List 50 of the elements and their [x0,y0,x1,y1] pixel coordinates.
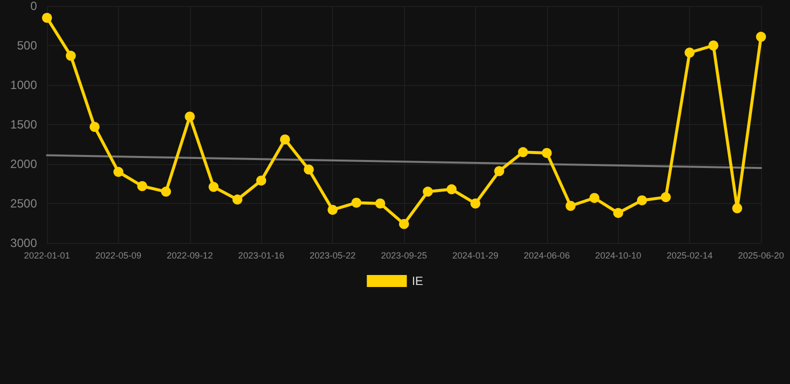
point [613,208,624,218]
point [542,148,552,158]
x-tick-label: 2024-06-06 [524,250,570,260]
x-tick-label: 2024-10-10 [595,250,642,260]
y-tick-label: 500 [16,38,38,52]
x-tick-label: 2023-09-25 [380,250,428,260]
point [732,203,742,214]
point [756,32,766,42]
point [351,198,362,208]
point [280,134,290,145]
point [566,200,576,211]
point [42,12,52,23]
x-tick-label: 2022-01-01 [24,250,70,260]
y-tick-label: 1500 [10,118,38,132]
y-tick-label: 3000 [10,236,38,250]
y-tick-label: 0 [30,0,38,13]
x-tick-label: 2022-05-09 [95,250,142,260]
point [328,204,338,215]
x-tick-label: 2024-01-29 [452,250,498,260]
x-tick-label: 2023-01-16 [238,250,284,260]
point [184,112,195,122]
point [589,192,600,203]
point [137,181,148,192]
point [208,182,219,192]
x-tick-label: 2025-02-14 [666,250,713,260]
y-tick-label: 2500 [10,196,38,210]
point [399,219,409,230]
point [113,166,124,177]
point [161,186,171,197]
x-tick-label: 2023-05-22 [310,250,356,260]
point [446,184,457,194]
point [637,195,647,206]
point [422,186,433,197]
point [90,122,100,132]
legend-label: IE [412,274,424,288]
x-tick-label: 2025-06-20 [738,250,784,260]
point [470,198,480,208]
point [684,48,695,58]
point [518,147,528,158]
x-tick-label: 2022-09-12 [166,250,213,260]
point [708,40,718,50]
point [660,192,671,202]
point [232,194,242,205]
y-tick-label: 1000 [10,78,38,92]
point [66,50,76,61]
point [375,198,386,208]
point [256,176,266,186]
y-tick-label: 2000 [10,157,38,171]
point [494,166,504,176]
point [304,164,314,175]
